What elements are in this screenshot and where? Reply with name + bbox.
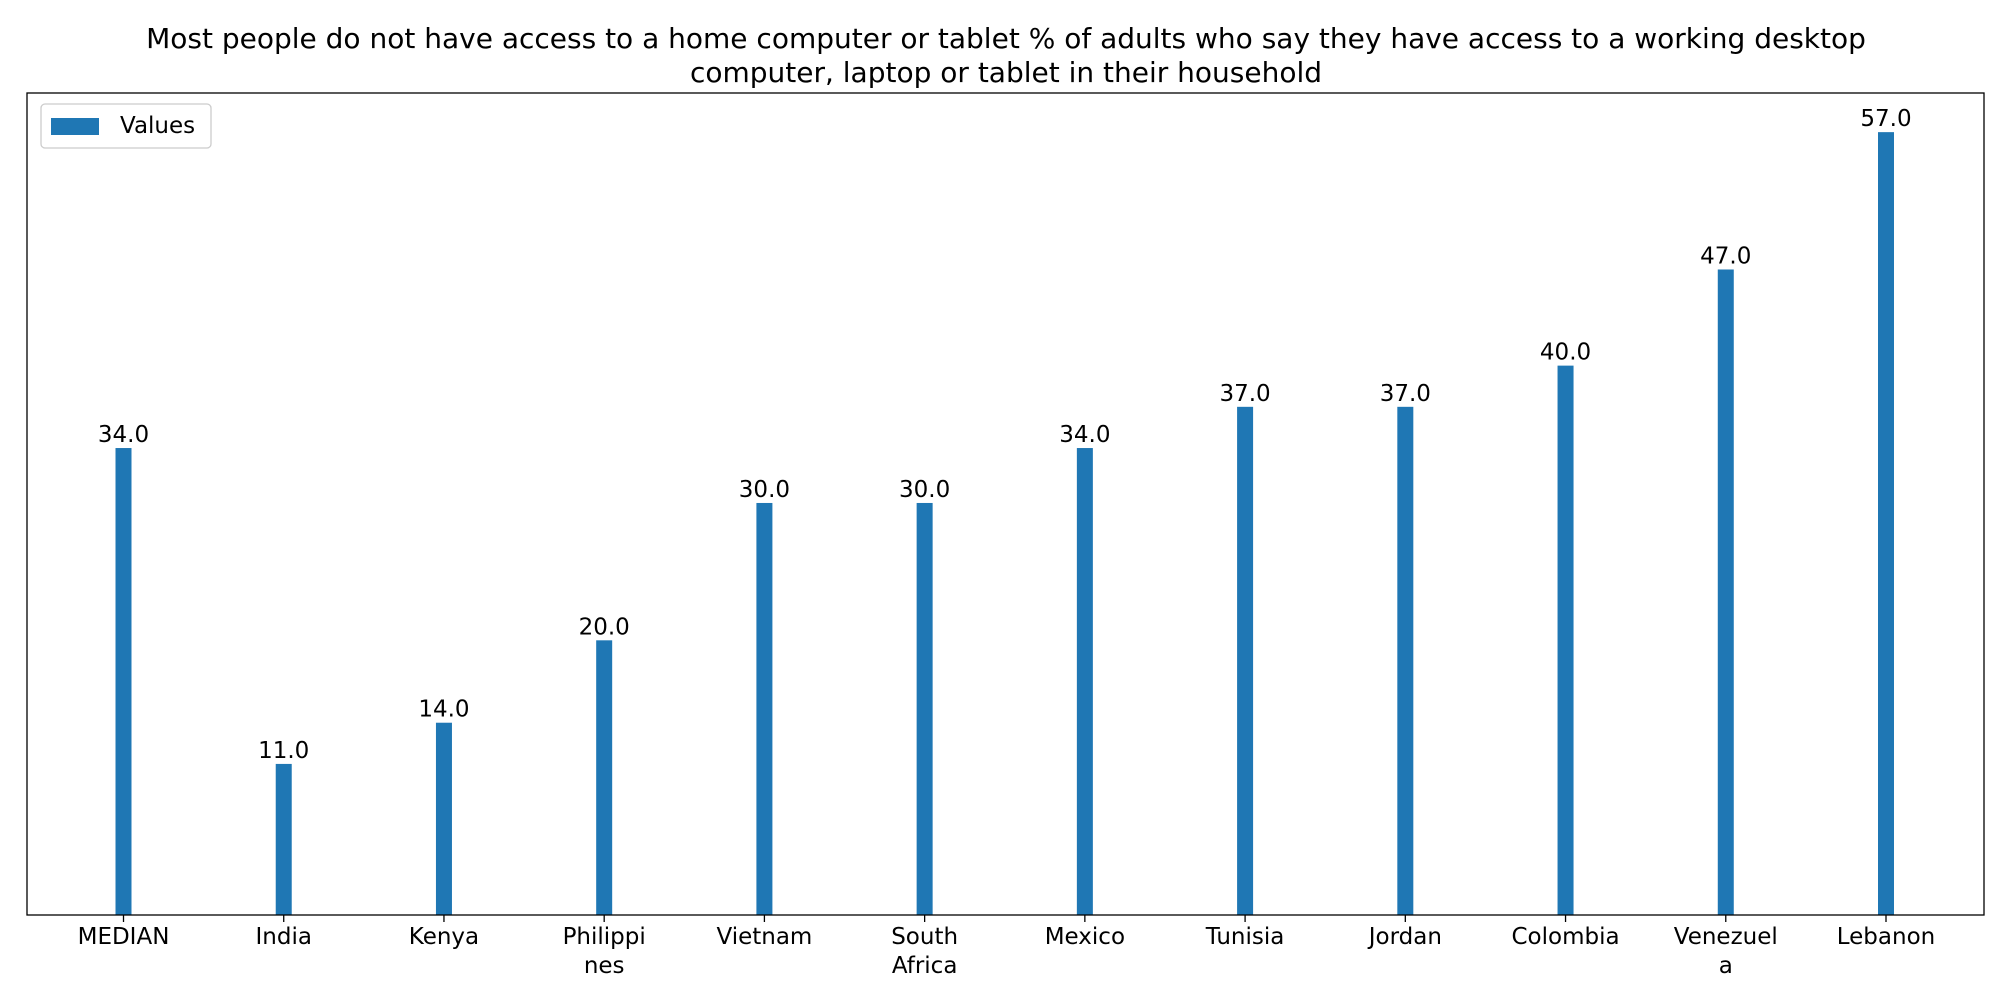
x-tick-label-line: Jordan (1367, 924, 1442, 950)
x-tick-label-line: India (256, 924, 312, 950)
bar-south-africa (916, 502, 933, 915)
x-tick-label: South Africa (891, 924, 958, 979)
x-tick-label-line: MEDIAN (78, 924, 170, 950)
bar-median (115, 448, 132, 915)
value-label: 57.0 (1860, 106, 1911, 132)
x-tick-label-line: Africa (892, 953, 958, 979)
value-label: 30.0 (899, 477, 950, 503)
bar-mexico (1076, 448, 1093, 915)
x-tick-label-line: Kenya (409, 924, 479, 950)
x-axis: MEDIAN India Kenya Philippi nes Vietnam South A… (78, 915, 1935, 979)
value-label: 47.0 (1700, 243, 1751, 269)
x-tick-label: Mexico (1045, 924, 1125, 950)
bar-vietnam (756, 502, 773, 915)
x-tick-label-line: a (1719, 953, 1733, 979)
bar-philippines (596, 640, 613, 915)
bar-kenya (435, 722, 452, 915)
bar-india (275, 763, 292, 915)
x-tick-label-line: Vietnam (716, 924, 812, 950)
bar-venezuela (1717, 269, 1734, 915)
value-label: 20.0 (579, 614, 630, 640)
x-tick-label: Philippi nes (563, 924, 646, 979)
x-tick-label-line: Lebanon (1837, 924, 1935, 950)
x-tick-label-line: nes (584, 953, 625, 979)
bar-lebanon (1878, 132, 1894, 916)
value-label: 40.0 (1540, 340, 1591, 366)
chart-title-line-2: computer, laptop or tablet in their hous… (690, 56, 1322, 89)
x-tick-label-line: Tunisia (1205, 924, 1285, 950)
value-label: 14.0 (418, 697, 469, 723)
x-tick-label-line: Colombia (1511, 924, 1619, 950)
bar-tunisia (1237, 406, 1254, 915)
plot-frame (26, 92, 1985, 916)
bar-colombia (1557, 365, 1574, 915)
x-tick-label: Kenya (409, 924, 479, 950)
x-tick-label: Venezuel a (1674, 924, 1778, 979)
x-tick-label: Tunisia (1205, 924, 1285, 950)
x-tick-label: Lebanon (1837, 924, 1935, 950)
x-tick-label-line: Venezuel (1674, 924, 1778, 950)
x-tick-label-line: Mexico (1045, 924, 1125, 950)
bars-layer (115, 132, 1894, 916)
x-tick-label-line: South (891, 924, 958, 950)
bar-jordan (1397, 406, 1414, 915)
x-tick-label: Jordan (1367, 924, 1442, 950)
x-tick-label-line: Philippi (563, 924, 646, 950)
chart-title-line-1: Most people do not have access to a home… (146, 22, 1866, 55)
x-tick-label: India (256, 924, 312, 950)
value-label: 11.0 (258, 738, 309, 764)
x-tick-label: Colombia (1511, 924, 1619, 950)
value-label: 34.0 (1059, 422, 1110, 448)
legend-label: Values (120, 113, 195, 139)
value-labels-layer: 34.0 11.0 14.0 20.0 30.0 30.0 34.0 37.0 37.0 40.0… (98, 106, 1912, 764)
legend-box (40, 103, 212, 149)
legend: Values (40, 103, 212, 149)
value-label: 30.0 (739, 477, 790, 503)
value-label: 37.0 (1219, 381, 1270, 407)
value-label: 34.0 (98, 422, 149, 448)
legend-swatch (51, 118, 99, 135)
value-label: 37.0 (1380, 381, 1431, 407)
x-tick-label: MEDIAN (78, 924, 170, 950)
x-tick-label: Vietnam (716, 924, 812, 950)
